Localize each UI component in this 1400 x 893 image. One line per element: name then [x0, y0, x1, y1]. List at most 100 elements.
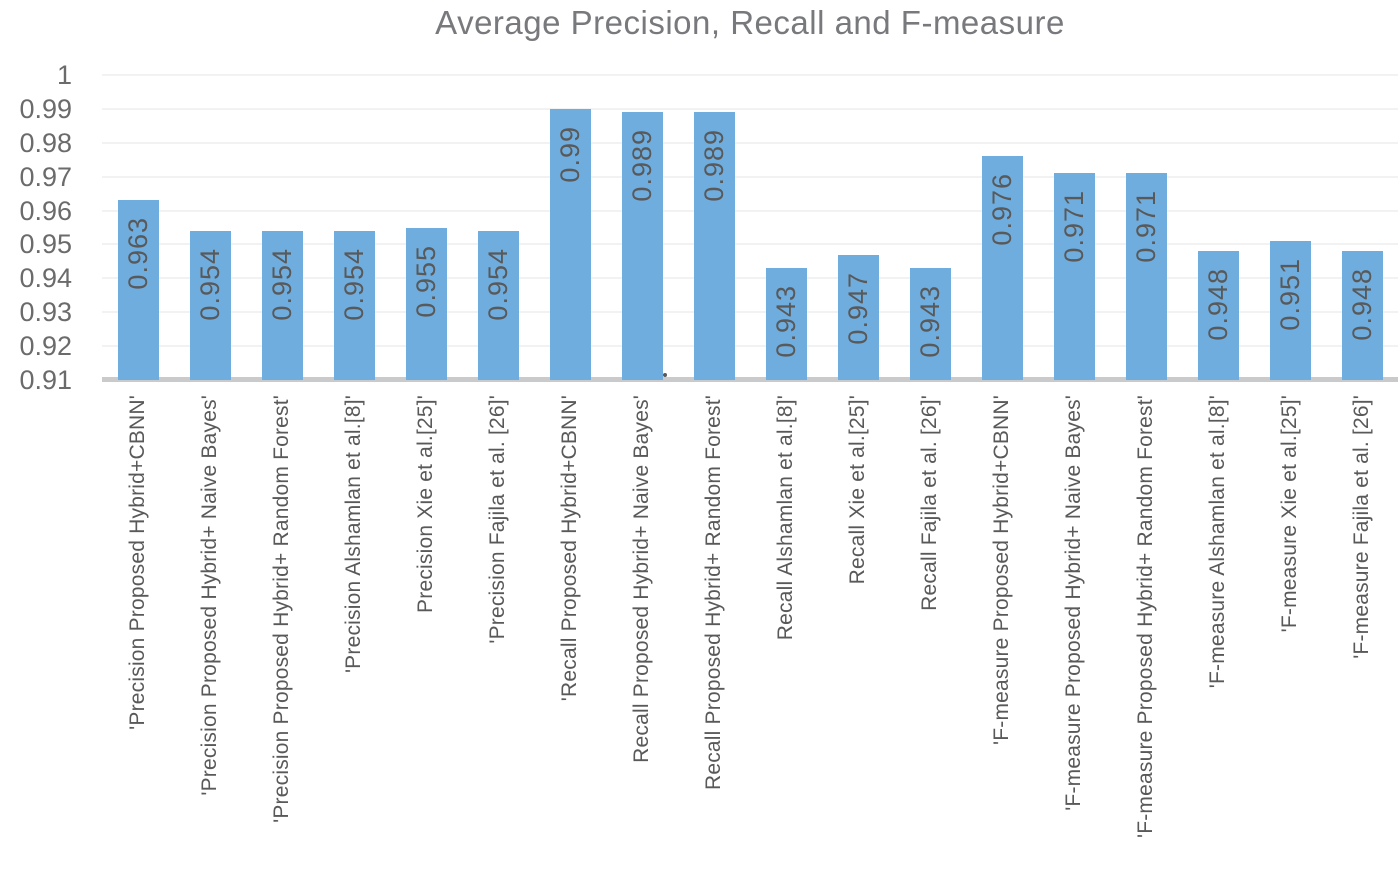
bar [837, 254, 879, 380]
bar [693, 112, 735, 380]
x-axis-category-label: 'Recall Proposed Hybrid+CBNN' [534, 395, 606, 701]
bar [765, 268, 807, 380]
bar [909, 268, 951, 380]
bar-value-label: 0.951 [1270, 258, 1311, 331]
x-axis-category-label: 'F-measure Proposed Hybrid+ Naive Bayes' [1038, 395, 1110, 811]
bar-value-text: 0.954 [194, 247, 225, 321]
bar-value-text: 0.954 [266, 247, 297, 321]
y-tick-label: 0.96 [19, 196, 72, 226]
bar-value-text: 0.948 [1202, 268, 1233, 341]
bar-value-text: 0.989 [626, 129, 657, 202]
gridline [102, 243, 1398, 245]
y-tick-label: 0.91 [19, 365, 72, 395]
x-axis-category-label: Recall Xie et al.[25]' [822, 395, 894, 584]
bar [1125, 173, 1167, 380]
bar-value-label: 0.948 [1198, 268, 1239, 341]
y-tick-label: 0.99 [19, 94, 72, 124]
x-axis-category-text: 'F-measure Fajila et al. [26]' [1350, 395, 1373, 659]
bar [981, 156, 1023, 380]
x-axis-category-label: 'F-measure Proposed Hybrid+ Random Fores… [1110, 395, 1182, 838]
bar-value-label: 0.989 [694, 129, 735, 202]
x-axis-category-text: 'F-measure Proposed Hybrid+ Random Fores… [1134, 395, 1157, 839]
gridline [102, 345, 1398, 347]
x-axis-category-text: 'Precision Proposed Hybrid+ Random Fores… [270, 395, 293, 823]
bar [621, 112, 663, 380]
bar-value-text: 0.955 [410, 244, 441, 318]
x-axis-category-text: 'F-measure Xie et al.[25]' [1278, 395, 1301, 633]
bar [477, 230, 519, 380]
x-axis-category-label: 'Precision Proposed Hybrid+ Naive Bayes' [174, 395, 246, 796]
gridline [102, 311, 1398, 313]
gridline [102, 210, 1398, 212]
bar-value-text: 0.943 [770, 285, 801, 358]
bar [1197, 251, 1239, 380]
bar-value-label: 0.948 [1342, 268, 1383, 341]
bar-value-label: 0.943 [766, 285, 807, 358]
x-axis-line [102, 377, 1398, 382]
bar-value-text: 0.954 [338, 247, 369, 321]
gridline [102, 108, 1398, 110]
bar-value-text: 0.951 [1274, 258, 1305, 331]
x-axis-category-label: Recall Fajila et al. [26]' [894, 395, 966, 611]
x-axis-category-label: 'F-measure Xie et al.[25]' [1254, 395, 1326, 632]
y-tick-label: 1 [56, 60, 72, 90]
y-tick-label: 0.93 [19, 297, 72, 327]
y-tick-label: 0.95 [19, 229, 72, 259]
bar-value-text: 0.943 [914, 285, 945, 358]
bar-value-label: 0.99 [550, 126, 591, 183]
bar-value-text: 0.971 [1058, 190, 1089, 263]
bar-value-text: 0.989 [698, 129, 729, 202]
x-axis-category-label: Recall Proposed Hybrid+ Naive Bayes' [606, 395, 678, 763]
x-axis-category-label: 'F-measure Proposed Hybrid+CBNN' [966, 395, 1038, 745]
chart-title: Average Precision, Recall and F-measure [435, 4, 1065, 41]
x-axis-category-label: 'Precision Proposed Hybrid+CBNN' [102, 395, 174, 730]
bar-value-label: 0.943 [910, 285, 951, 358]
bar-value-label: 0.954 [334, 248, 375, 321]
x-axis-category-label: 'F-measure Alshamlan et al.[8]' [1182, 395, 1254, 688]
bar [117, 200, 159, 380]
bar-value-label: 0.976 [982, 173, 1023, 246]
bar-value-label: 0.947 [838, 272, 879, 345]
x-axis-category-text: 'Precision Fajila et al. [26]' [486, 395, 509, 644]
bar-value-label: 0.954 [262, 248, 303, 321]
bar [1269, 241, 1311, 380]
bar-value-text: 0.99 [554, 125, 585, 183]
x-axis-category-label: 'Precision Alshamlan et al.[8]' [318, 395, 390, 673]
x-axis-category-text: Precision Xie et al.[25]' [414, 395, 437, 613]
bar-value-label: 0.971 [1126, 190, 1167, 263]
bar [1053, 173, 1095, 380]
x-axis-category-label: 'Precision Proposed Hybrid+ Random Fores… [246, 395, 318, 823]
bar-value-label: 0.971 [1054, 190, 1095, 263]
gridline [102, 74, 1398, 76]
bar [549, 108, 591, 380]
bar-value-text: 0.948 [1346, 268, 1377, 341]
bar [189, 230, 231, 380]
bar-value-label: 0.989 [622, 129, 663, 202]
y-tick-label: 0.97 [19, 162, 72, 192]
x-axis-category-text: Recall Proposed Hybrid+ Naive Bayes' [630, 395, 653, 763]
x-axis-category-text: 'Precision Proposed Hybrid+ Naive Bayes' [198, 395, 221, 796]
bar-value-text: 0.963 [122, 217, 153, 290]
bar [1341, 251, 1383, 380]
x-axis-category-text: 'F-measure Proposed Hybrid+CBNN' [990, 395, 1013, 745]
x-axis-category-text: 'Precision Alshamlan et al.[8]' [342, 395, 365, 674]
x-axis-category-text: 'Precision Proposed Hybrid+CBNN' [126, 395, 149, 730]
x-axis-category-text: Recall Proposed Hybrid+ Random Forest' [702, 395, 725, 791]
stray-dot-artifact [663, 373, 667, 377]
x-axis-category-label: Recall Proposed Hybrid+ Random Forest' [678, 395, 750, 790]
bar-value-label: 0.955 [406, 245, 447, 318]
y-tick-label: 0.94 [19, 263, 72, 293]
x-axis-category-text: Recall Alshamlan et al.[8]' [774, 395, 797, 641]
x-axis-category-text: Recall Xie et al.[25]' [846, 395, 869, 585]
bar-value-label: 0.954 [190, 248, 231, 321]
bar-value-text: 0.947 [842, 271, 873, 345]
x-axis-category-text: 'F-measure Proposed Hybrid+ Naive Bayes' [1062, 395, 1085, 811]
gridline [102, 142, 1398, 144]
x-axis-category-label: Recall Alshamlan et al.[8]' [750, 395, 822, 640]
bar [333, 230, 375, 380]
gridline [102, 176, 1398, 178]
bar [405, 227, 447, 380]
x-axis-category-label: 'Precision Fajila et al. [26]' [462, 395, 534, 644]
bar-value-text: 0.971 [1130, 190, 1161, 263]
bar-value-label: 0.963 [118, 217, 159, 290]
